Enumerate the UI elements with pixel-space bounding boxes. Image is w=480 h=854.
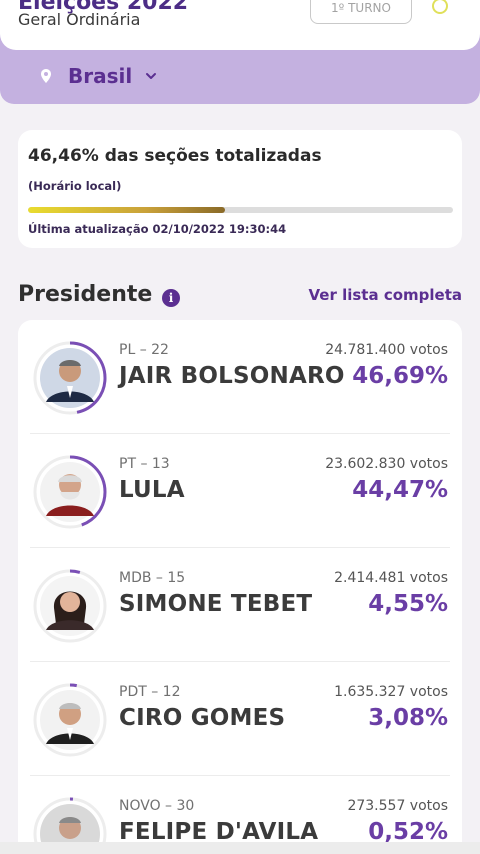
candidate-row[interactable]: PT – 13 23.602.830 votos LULA 44,47% bbox=[18, 434, 462, 548]
candidate-percent: 3,08% bbox=[368, 705, 448, 731]
candidate-row[interactable]: PDT – 12 1.635.327 votos CIRO GOMES 3,08… bbox=[18, 662, 462, 776]
region-label: Brasil bbox=[68, 64, 133, 88]
candidate-votes: 273.557 votos bbox=[347, 798, 448, 814]
candidate-votes: 2.414.481 votos bbox=[334, 570, 448, 586]
app-title: Eleições 2022 bbox=[18, 0, 189, 15]
section-title: Presidente bbox=[18, 282, 153, 307]
status-ring-icon bbox=[432, 0, 448, 14]
avatar-portrait-icon bbox=[33, 341, 107, 415]
candidate-name: SIMONE TEBET bbox=[119, 591, 313, 617]
candidate-percent: 0,52% bbox=[368, 819, 448, 845]
header-card: Eleições 2022 Geral Ordinária 1º TURNO bbox=[0, 0, 480, 50]
candidate-votes: 24.781.400 votos bbox=[325, 342, 448, 358]
totalization-title: 46,46% das seções totalizadas bbox=[28, 146, 322, 166]
candidate-party: MDB – 15 bbox=[119, 570, 186, 586]
info-icon[interactable]: i bbox=[162, 289, 180, 307]
candidate-name: FELIPE D'AVILA bbox=[119, 819, 319, 845]
totalization-card: 46,46% das seções totalizadas (Horário l… bbox=[18, 130, 462, 248]
location-pin-icon bbox=[41, 69, 51, 83]
chevron-down-icon bbox=[146, 73, 156, 79]
candidate-votes: 23.602.830 votos bbox=[325, 456, 448, 472]
row-divider bbox=[30, 775, 450, 776]
candidate-votes: 1.635.327 votos bbox=[334, 684, 448, 700]
candidate-party: PL – 22 bbox=[119, 342, 169, 358]
candidate-name: CIRO GOMES bbox=[119, 705, 286, 731]
candidate-percent: 44,47% bbox=[352, 477, 448, 503]
totalization-progress-bar bbox=[28, 207, 453, 213]
candidate-row[interactable]: MDB – 15 2.414.481 votos SIMONE TEBET 4,… bbox=[18, 548, 462, 662]
avatar-portrait-icon bbox=[33, 683, 107, 757]
avatar-portrait-icon bbox=[33, 569, 107, 643]
row-divider bbox=[30, 433, 450, 434]
local-time-note: (Horário local) bbox=[28, 179, 122, 193]
candidate-row[interactable]: PL – 22 24.781.400 votos JAIR BOLSONARO … bbox=[18, 320, 462, 434]
turno-button[interactable]: 1º TURNO bbox=[310, 0, 412, 24]
see-full-list-link[interactable]: Ver lista completa bbox=[308, 286, 462, 304]
candidate-percent: 46,69% bbox=[352, 363, 448, 389]
candidate-list: PL – 22 24.781.400 votos JAIR BOLSONARO … bbox=[18, 320, 462, 854]
last-update-timestamp: Última atualização 02/10/2022 19:30:44 bbox=[28, 222, 287, 236]
avatar-portrait-icon bbox=[33, 455, 107, 529]
candidate-name: JAIR BOLSONARO bbox=[119, 363, 345, 389]
row-divider bbox=[30, 547, 450, 548]
candidate-party: PT – 13 bbox=[119, 456, 170, 472]
candidate-party: PDT – 12 bbox=[119, 684, 181, 700]
avatar bbox=[32, 340, 108, 416]
avatar bbox=[32, 568, 108, 644]
row-divider bbox=[30, 661, 450, 662]
candidate-percent: 4,55% bbox=[368, 591, 448, 617]
candidate-name: LULA bbox=[119, 477, 185, 503]
election-subtitle: Geral Ordinária bbox=[18, 10, 141, 29]
candidate-party: NOVO – 30 bbox=[119, 798, 195, 814]
avatar bbox=[32, 454, 108, 530]
bottom-bar bbox=[0, 842, 480, 854]
totalization-progress-fill bbox=[28, 207, 226, 213]
avatar bbox=[32, 682, 108, 758]
